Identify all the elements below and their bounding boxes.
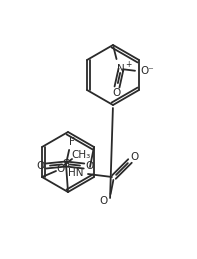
Text: S: S <box>62 159 70 169</box>
Text: O: O <box>36 161 44 171</box>
Text: O: O <box>100 196 108 206</box>
Text: O: O <box>131 152 139 162</box>
Text: O: O <box>113 88 121 98</box>
Text: N: N <box>117 64 125 74</box>
Text: CH₃: CH₃ <box>71 150 91 160</box>
Text: O⁻: O⁻ <box>140 66 154 76</box>
Text: F: F <box>69 137 75 147</box>
Text: O: O <box>86 161 94 171</box>
Text: O: O <box>56 164 64 174</box>
Text: +: + <box>125 60 131 68</box>
Text: HN: HN <box>69 168 84 178</box>
